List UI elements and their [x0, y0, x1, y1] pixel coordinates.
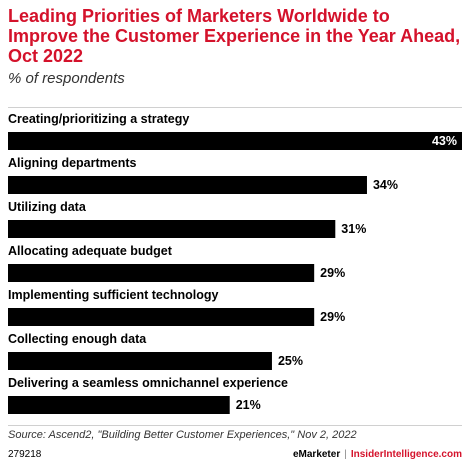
brand-separator: | — [344, 449, 347, 460]
bar-allocating-adequate-budget — [8, 264, 315, 282]
bar-chart: Creating/prioritizing a strategy 43% Align… — [8, 112, 462, 414]
category-label-delivering-a-seamless-omnichannel-experience: Delivering a seamless omnichannel experi… — [8, 376, 288, 390]
bar-delivering-a-seamless-omnichannel-experience — [8, 396, 230, 414]
category-label-allocating-adequate-budget: Allocating adequate budget — [8, 244, 173, 258]
brand-emarketer: eMarketer — [292, 449, 341, 460]
value-label-aligning-departments: 34% — [373, 178, 398, 192]
value-label-implementing-sufficient-technology: 29% — [320, 310, 345, 324]
brand-credit: eMarketer | InsiderIntelligence.com — [293, 449, 462, 460]
bar-implementing-sufficient-technology — [8, 308, 315, 326]
chart-header: Leading Priorities of Marketers Worldwid… — [8, 6, 464, 88]
chart-id: 279218 — [8, 449, 42, 460]
category-label-collecting-enough-data: Collecting enough data — [8, 332, 147, 346]
bar-aligning-departments — [8, 176, 367, 194]
top-divider — [8, 107, 462, 108]
category-label-creating-prioritizing-a-strategy: Creating/prioritizing a strategy — [8, 112, 189, 126]
chart-title: Leading Priorities of Marketers Worldwid… — [8, 6, 461, 66]
value-label-allocating-adequate-budget: 29% — [320, 266, 345, 280]
brand-insider-intelligence: InsiderIntelligence.com — [350, 449, 462, 460]
value-label-utilizing-data: 31% — [341, 222, 366, 236]
bar-utilizing-data — [8, 220, 336, 238]
value-label-delivering-a-seamless-omnichannel-experience: 21% — [236, 398, 261, 412]
source-note: Source: Ascend2, "Building Better Custom… — [8, 429, 357, 441]
bottom-divider — [8, 425, 462, 426]
value-label-creating-prioritizing-a-strategy: 43% — [432, 134, 457, 148]
category-label-utilizing-data: Utilizing data — [8, 200, 87, 214]
bar-creating-prioritizing-a-strategy — [8, 132, 462, 150]
category-label-implementing-sufficient-technology: Implementing sufficient technology — [8, 288, 218, 302]
value-label-collecting-enough-data: 25% — [278, 354, 303, 368]
category-label-aligning-departments: Aligning departments — [8, 156, 137, 170]
chart-subtitle: % of respondents — [8, 70, 125, 87]
bar-collecting-enough-data — [8, 352, 272, 370]
